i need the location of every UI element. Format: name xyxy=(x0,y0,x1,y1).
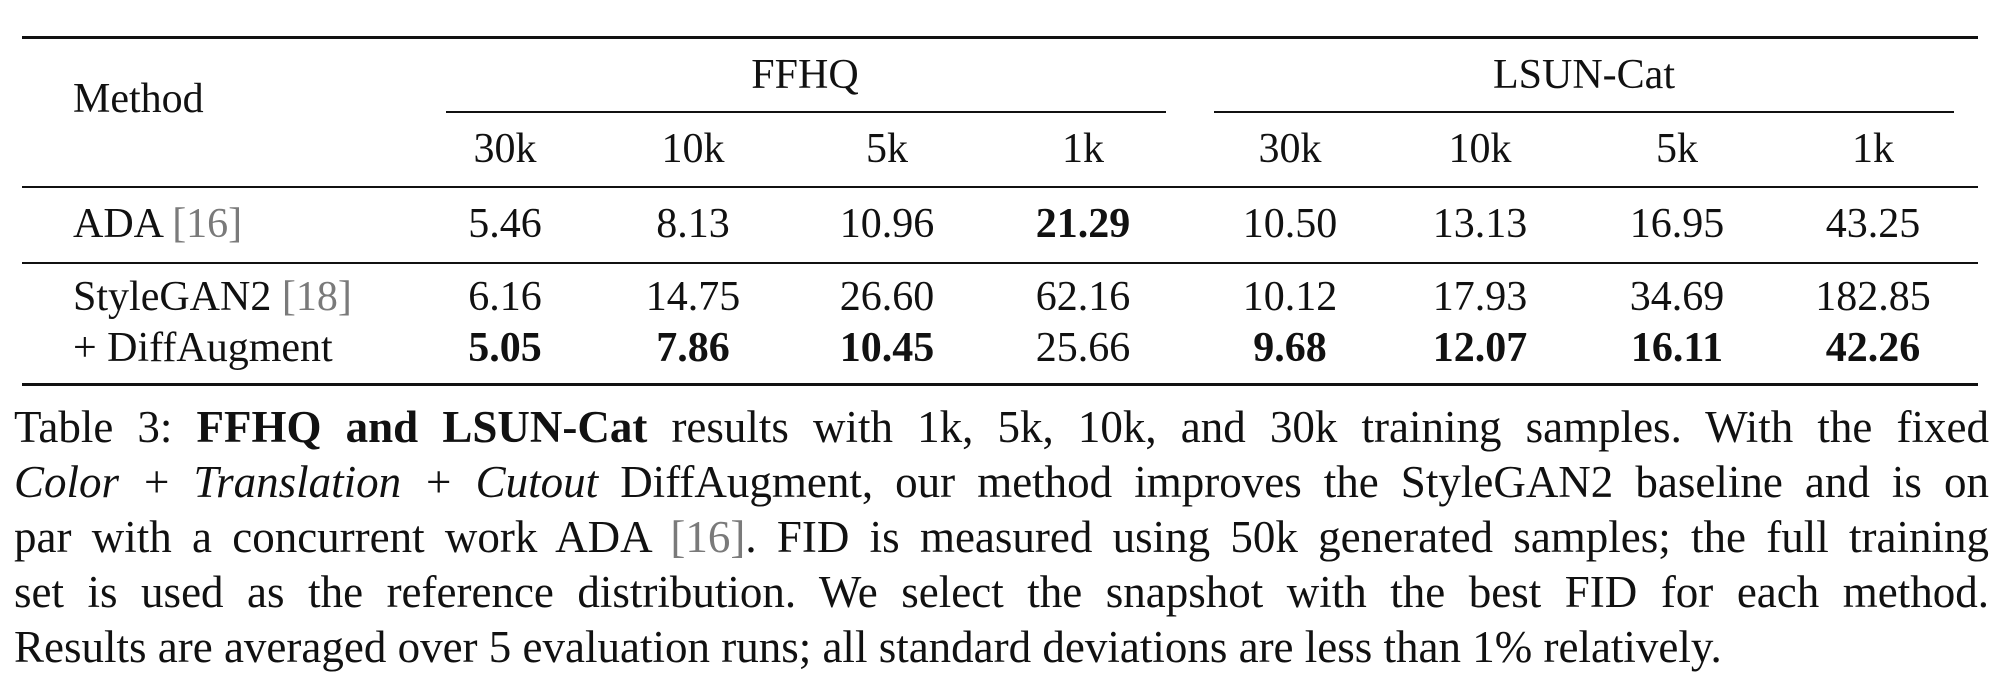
caption-text: . FID is measured using 50k generated sa… xyxy=(745,512,1989,562)
method-name: StyleGAN2 xyxy=(73,274,272,320)
subheader-lsun-cat-7: 1k xyxy=(1852,126,1894,172)
table-cell: 17.93 xyxy=(1432,274,1528,320)
method-name: + DiffAugment xyxy=(73,325,333,371)
lsun-cat-group-header: LSUN-Cat xyxy=(1493,52,1675,98)
table-cell: 182.85 xyxy=(1815,274,1931,320)
caption-line-5: Results are averaged over 5 evaluation r… xyxy=(14,622,1722,672)
table-cell: 62.16 xyxy=(1035,274,1131,320)
ffhq-group-rule xyxy=(446,111,1166,113)
caption-line-2: Color + Translation + Cutout DiffAugment… xyxy=(14,455,1989,510)
caption-line-1: Table 3: FFHQ and LSUN-Cat results with … xyxy=(14,400,1989,455)
table-cell: 9.68 xyxy=(1253,325,1327,371)
table-cell: 42.26 xyxy=(1825,325,1921,371)
table-bottom-rule xyxy=(22,383,1978,386)
citation-link[interactable]: [18] xyxy=(281,274,352,320)
caption-line-3: par with a concurrent work ADA [16]. FID… xyxy=(14,510,1989,565)
lsun-group-rule xyxy=(1214,111,1954,113)
caption-label: Table 3: xyxy=(14,402,197,452)
table-caption: Table 3: FFHQ and LSUN-Cat results with … xyxy=(14,400,1989,675)
citation-link[interactable]: [16] xyxy=(172,201,243,247)
caption-emphasis: FFHQ and LSUN-Cat xyxy=(196,402,648,452)
table-cell: 7.86 xyxy=(656,325,730,371)
ada-row-bottom-rule xyxy=(22,262,1978,264)
method-name: ADA xyxy=(73,201,162,247)
table-top-rule xyxy=(22,36,1978,39)
table-cell: 5.05 xyxy=(468,325,542,371)
table-cell: 10.12 xyxy=(1242,274,1338,320)
caption-text: DiffAugment, our method improves the Sty… xyxy=(598,457,1989,507)
subheader-lsun-cat-4: 30k xyxy=(1258,126,1322,172)
table-cell: 10.50 xyxy=(1242,201,1338,247)
table-cell: 25.66 xyxy=(1035,325,1131,371)
method-column-header: Method xyxy=(73,76,204,122)
table-cell: 14.75 xyxy=(645,274,741,320)
subheader-ffhq-0: 30k xyxy=(473,126,537,172)
table-cell: 26.60 xyxy=(839,274,935,320)
table-cell: 16.95 xyxy=(1629,201,1725,247)
caption-line-4: set is used as the reference distributio… xyxy=(14,567,1989,617)
table-cell: 8.13 xyxy=(656,201,730,247)
subheader-ffhq-3: 1k xyxy=(1062,126,1104,172)
caption-text: results with 1k, 5k, 10k, and 30k traini… xyxy=(647,402,1989,452)
subheader-ffhq-1: 10k xyxy=(661,126,725,172)
method-diffaugment: + DiffAugment xyxy=(73,323,333,373)
table-cell: 12.07 xyxy=(1432,325,1528,371)
header-bottom-rule xyxy=(22,186,1978,188)
citation-link[interactable]: [16] xyxy=(670,512,746,562)
ffhq-group-header: FFHQ xyxy=(751,52,859,98)
table-cell: 34.69 xyxy=(1629,274,1725,320)
table-cell: 10.96 xyxy=(839,201,935,247)
subheader-lsun-cat-5: 10k xyxy=(1448,126,1512,172)
table-cell: 13.13 xyxy=(1432,201,1528,247)
table-cell: 5.46 xyxy=(468,201,542,247)
caption-text: par with a concurrent work ADA xyxy=(14,512,671,562)
table-cell: 43.25 xyxy=(1825,201,1921,247)
subheader-lsun-cat-6: 5k xyxy=(1656,126,1698,172)
table-cell: 10.45 xyxy=(839,325,935,371)
method-stylegan2: StyleGAN2 [18] xyxy=(73,272,352,322)
subheader-ffhq-2: 5k xyxy=(866,126,908,172)
caption-italic: Color + Translation + Cutout xyxy=(14,457,599,507)
table-cell: 21.29 xyxy=(1035,201,1131,247)
table-cell: 16.11 xyxy=(1630,325,1724,371)
table-cell: 6.16 xyxy=(468,274,542,320)
method-ada: ADA [16] xyxy=(73,199,242,249)
